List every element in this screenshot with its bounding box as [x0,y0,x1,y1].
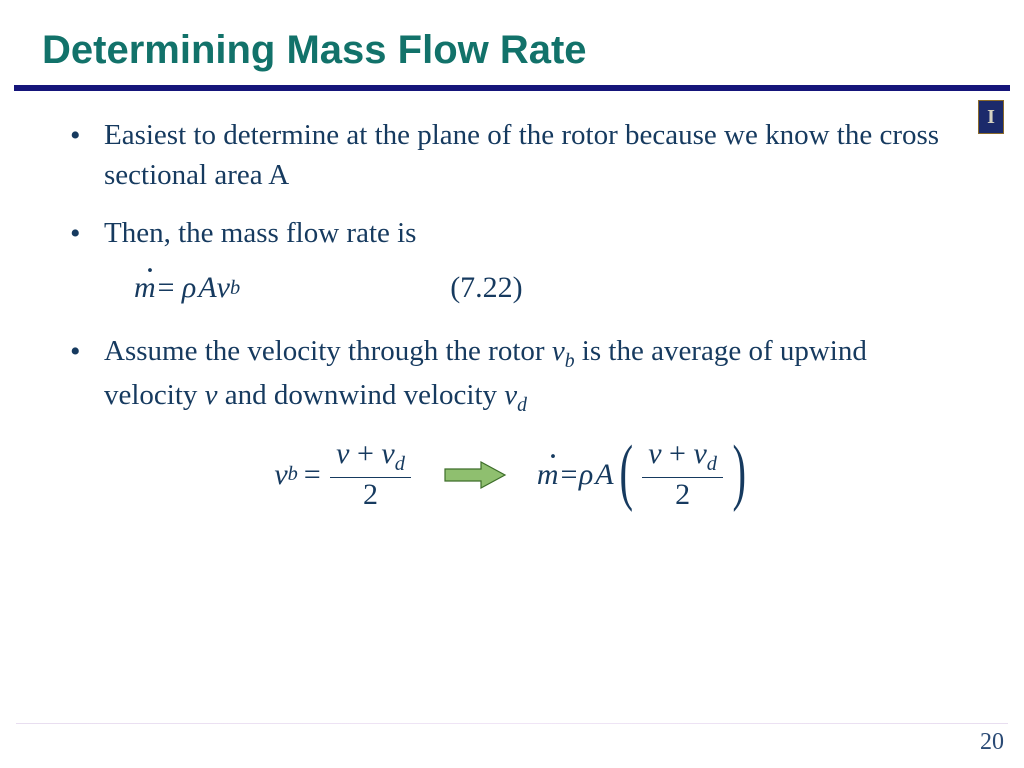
b3-var-vb: v [552,335,565,367]
b3-var-v: v [205,379,218,411]
bullet-3: Assume the velocity through the rotor vb… [62,331,964,419]
equation-group: vb = v + vd 2 m = ρ A ( v + vd 2 [62,437,964,512]
eq2-fraction: v + vd 2 [330,437,411,512]
slide-title: Determining Mass Flow Rate [0,0,1024,85]
eq2-equals: = [302,458,322,492]
eq1-mdot: m [134,271,156,305]
eq3-num-sub-d: d [707,453,717,475]
eq3-parenthesized: ( v + vd 2 ) [614,437,752,512]
implies-arrow-icon [443,460,509,490]
eq3-mdot: m [537,458,559,492]
b3-sub-d: d [517,394,527,416]
eq1-v: v [217,271,230,305]
b3-text-3: and downwind velocity [218,379,505,411]
b3-text-1: Assume the velocity through the rotor [104,335,552,367]
eq3-num-vd: v [693,437,706,470]
equation-7-22: m = ρ A vb (7.22) [134,271,964,305]
bullet-2: Then, the mass flow rate is [62,213,964,253]
eq3-equals: = [559,458,579,492]
eq2-plus: + [349,437,381,470]
logo-letter: I [987,106,995,129]
university-logo: I [978,100,1004,134]
eq2-sub-b: b [288,463,298,486]
eq2-num-v: v [336,437,349,470]
eq3-fraction: v + vd 2 [642,437,723,512]
eq2-den: 2 [357,478,384,513]
eq2-v: v [274,458,287,492]
b3-sub-b: b [565,350,575,372]
eq3-A: A [595,458,613,492]
eq1-rho: ρ [182,271,196,305]
slide-body: Easiest to determine at the plane of the… [0,91,1024,512]
equation-vb: vb = v + vd 2 [274,437,415,512]
bullet-1: Easiest to determine at the plane of the… [62,115,964,195]
equation-mdot-final: m = ρ A ( v + vd 2 ) [537,437,752,512]
page-number: 20 [980,729,1004,756]
eq3-num-v: v [648,437,661,470]
eq3-den: 2 [669,478,696,513]
eq1-A: A [198,271,216,305]
eq3-rho: ρ [579,458,593,492]
equation-number: (7.22) [450,271,522,305]
eq1-sub-b: b [230,277,240,300]
eq1-equals: = [156,271,176,305]
footer-divider [16,723,1008,724]
eq2-num-sub-d: d [395,453,405,475]
b3-var-vd: v [504,379,517,411]
eq3-plus: + [662,437,694,470]
eq2-num-vd: v [381,437,394,470]
